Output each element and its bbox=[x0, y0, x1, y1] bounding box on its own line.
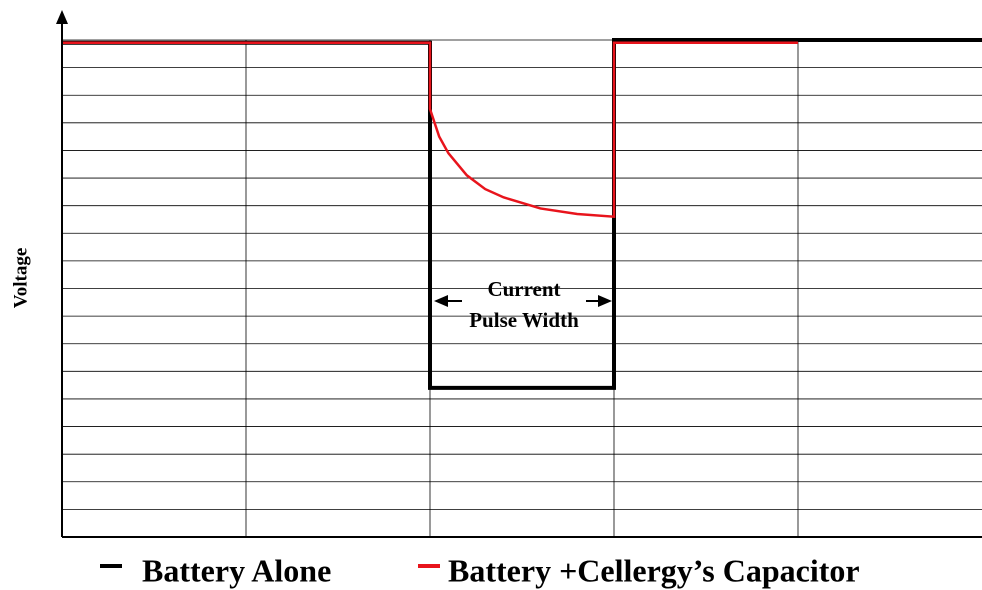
y-axis-arrow bbox=[56, 10, 68, 24]
y-axis-label: Voltage bbox=[10, 248, 31, 309]
legend-label: Battery Alone bbox=[142, 552, 331, 588]
series-line bbox=[62, 38, 982, 390]
annotation: Current bbox=[487, 277, 560, 301]
lines bbox=[62, 38, 982, 390]
series-line bbox=[62, 41, 798, 219]
pulse-arrows bbox=[434, 295, 612, 307]
legend-label: Battery +Cellergy’s Capacitor bbox=[448, 552, 860, 588]
legend: Battery Alone Battery +Cellergy’s Capacit… bbox=[100, 552, 860, 588]
annotation: Pulse Width bbox=[469, 308, 579, 332]
